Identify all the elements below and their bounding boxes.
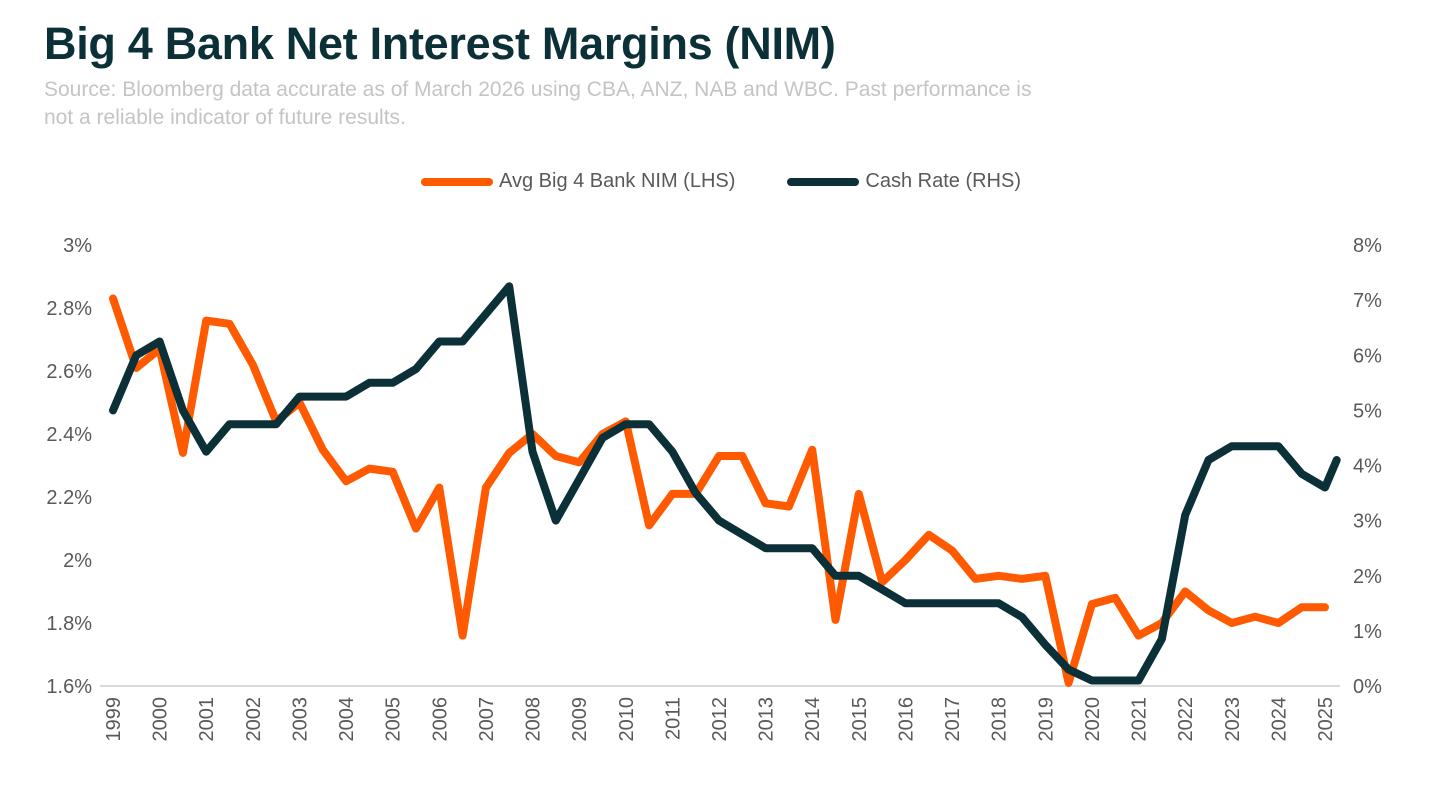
y-right-tick-label: 2% bbox=[1353, 566, 1382, 588]
y-left-tick-label: 2% bbox=[63, 550, 92, 572]
x-tick-label: 2004 bbox=[336, 697, 358, 742]
x-tick-label: 2001 bbox=[196, 697, 218, 742]
x-tick-label: 2014 bbox=[802, 697, 824, 742]
x-tick-label: 2003 bbox=[289, 697, 311, 742]
x-tick-label: 2010 bbox=[616, 697, 638, 742]
y-left-tick-label: 2.4% bbox=[46, 424, 92, 446]
x-tick-label: 2013 bbox=[756, 697, 778, 742]
x-tick-label: 1999 bbox=[103, 697, 125, 742]
x-tick-label: 2020 bbox=[1082, 697, 1104, 742]
legend-swatch-nim bbox=[421, 177, 493, 186]
x-tick-label: 2017 bbox=[942, 697, 964, 742]
y-left-tick-label: 2.8% bbox=[46, 298, 92, 320]
y-left-tick-label: 2.6% bbox=[46, 361, 92, 383]
legend: Avg Big 4 Bank NIM (LHS) Cash Rate (RHS) bbox=[0, 170, 1442, 193]
legend-item-cash-rate: Cash Rate (RHS) bbox=[787, 170, 1021, 193]
y-right-tick-label: 8% bbox=[1353, 235, 1382, 257]
x-tick-label: 2019 bbox=[1035, 697, 1057, 742]
x-tick-label: 2002 bbox=[243, 697, 265, 742]
x-tick-label: 2012 bbox=[709, 697, 731, 742]
x-tick-label: 2000 bbox=[150, 697, 172, 742]
nim-line bbox=[109, 294, 1329, 687]
y-left-tick-label: 2.2% bbox=[46, 487, 92, 509]
x-tick-label: 2024 bbox=[1268, 697, 1290, 742]
chart-title: Big 4 Bank Net Interest Margins (NIM) bbox=[44, 18, 836, 69]
cash-rate-line bbox=[109, 282, 1341, 685]
y-left-tick-label: 1.6% bbox=[46, 676, 92, 698]
legend-label-cash-rate: Cash Rate (RHS) bbox=[865, 170, 1021, 192]
y-right-tick-label: 0% bbox=[1353, 676, 1382, 698]
x-tick-label: 2023 bbox=[1222, 697, 1244, 742]
x-tick-label: 2025 bbox=[1315, 697, 1337, 742]
y-right-tick-label: 4% bbox=[1353, 456, 1382, 478]
legend-label-nim: Avg Big 4 Bank NIM (LHS) bbox=[499, 170, 736, 192]
y-right-tick-label: 7% bbox=[1353, 290, 1382, 312]
x-tick-label: 2015 bbox=[849, 697, 871, 742]
y-left-tick-label: 3% bbox=[63, 235, 92, 257]
chart-subtitle: Source: Bloomberg data accurate as of Ma… bbox=[44, 78, 1032, 129]
y-right-tick-label: 3% bbox=[1353, 511, 1382, 533]
x-tick-label: 2009 bbox=[569, 697, 591, 742]
legend-item-nim: Avg Big 4 Bank NIM (LHS) bbox=[421, 170, 735, 193]
y-right-tick-label: 1% bbox=[1353, 621, 1382, 643]
legend-swatch-cash-rate bbox=[787, 177, 860, 186]
x-tick-label: 2006 bbox=[429, 697, 451, 742]
x-tick-label: 2005 bbox=[383, 697, 405, 742]
x-tick-label: 2018 bbox=[989, 697, 1011, 742]
x-tick-label: 2021 bbox=[1129, 697, 1151, 742]
y-right-tick-label: 5% bbox=[1353, 400, 1382, 422]
x-tick-label: 2022 bbox=[1175, 697, 1197, 742]
x-tick-label: 2008 bbox=[523, 697, 545, 742]
x-tick-label: 2011 bbox=[662, 697, 684, 740]
y-left-tick-label: 1.8% bbox=[46, 613, 92, 635]
x-tick-label: 2016 bbox=[895, 697, 917, 742]
y-right-tick-label: 6% bbox=[1353, 345, 1382, 367]
x-tick-label: 2007 bbox=[476, 697, 498, 742]
